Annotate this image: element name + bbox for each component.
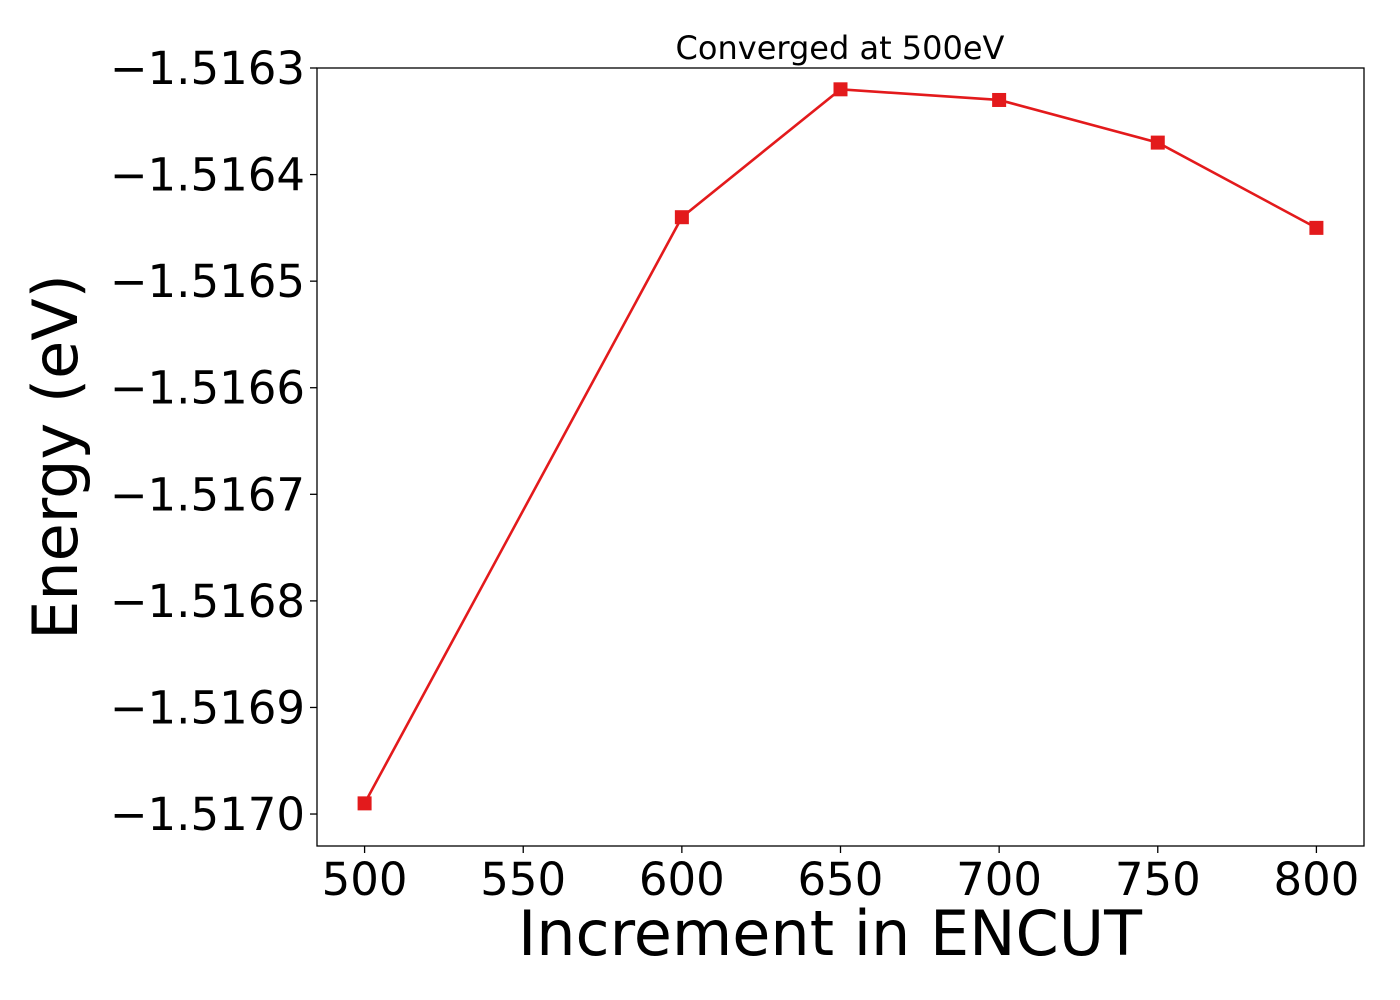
y-tick-label: −1.5170	[110, 788, 305, 841]
x-tick-label: 750	[1115, 853, 1201, 906]
series-layer	[357, 82, 1324, 811]
y-axis-label: Energy (eV)	[19, 274, 92, 640]
data-point-marker	[1150, 135, 1165, 150]
y-tick-label: −1.5168	[110, 575, 305, 628]
y-tick-label: −1.5167	[110, 468, 305, 521]
x-tick-label: 650	[798, 853, 884, 906]
data-point-marker	[674, 210, 689, 225]
x-tick-label: 800	[1273, 853, 1359, 906]
y-axis-ticks: −1.5163 −1.5164 −1.5165 −1.5166 −1.5167 −1.51…	[110, 42, 317, 841]
x-tick-label: 550	[480, 853, 566, 906]
x-tick-label: 600	[639, 853, 725, 906]
y-tick-label: −1.5165	[110, 255, 305, 308]
y-tick-label: −1.5164	[110, 149, 305, 202]
x-tick-label: 700	[956, 853, 1042, 906]
data-point-marker	[1309, 220, 1324, 235]
x-axis-ticks: 500 550 600 650 700 750 800	[322, 846, 1359, 906]
x-axis-label: Increment in ENCUT	[518, 897, 1143, 970]
x-tick-label: 500	[322, 853, 408, 906]
y-tick-label: −1.5163	[110, 42, 305, 95]
y-tick-label: −1.5166	[110, 362, 305, 415]
data-point-marker	[992, 92, 1007, 107]
data-point-marker	[833, 82, 848, 97]
chart-title: Converged at 500eV	[676, 29, 1005, 67]
series-line	[363, 87, 1318, 804]
plot-area-frame	[316, 67, 1365, 847]
y-tick-label: −1.5169	[110, 681, 305, 734]
data-point-marker	[357, 796, 372, 811]
